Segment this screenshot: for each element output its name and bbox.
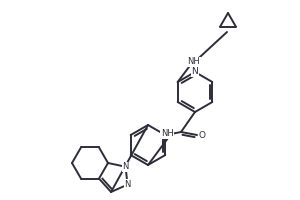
Text: N: N: [122, 162, 129, 171]
Text: NH: NH: [187, 58, 200, 66]
Text: O: O: [199, 130, 206, 140]
Text: NH: NH: [160, 130, 173, 138]
Text: N: N: [192, 68, 198, 76]
Text: N: N: [124, 180, 131, 189]
Text: H: H: [162, 130, 168, 138]
